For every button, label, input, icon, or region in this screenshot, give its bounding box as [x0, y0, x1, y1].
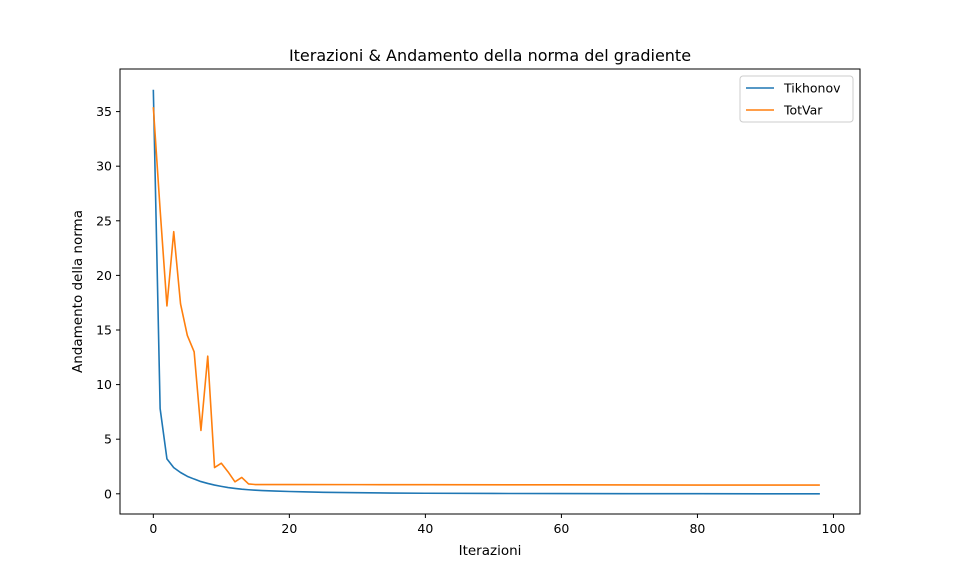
y-tick-label: 30	[96, 159, 112, 174]
y-tick-label: 35	[96, 104, 112, 119]
x-tick-label: 40	[417, 521, 433, 536]
chart-title: Iterazioni & Andamento della norma del g…	[289, 46, 691, 65]
x-axis-label: Iterazioni	[459, 543, 522, 559]
series-line-tikhonov	[152, 89, 820, 495]
legend-label: TotVar	[783, 103, 823, 118]
x-tick-label: 0	[149, 521, 157, 536]
y-tick-label: 20	[96, 268, 112, 283]
y-axis: 0 5 10 15 20 25 30 35	[96, 104, 120, 501]
y-tick-label: 5	[104, 432, 112, 447]
x-tick-label: 60	[553, 521, 569, 536]
x-tick-label: 100	[822, 521, 846, 536]
legend: Tikhonov TotVar	[739, 75, 854, 123]
series-line-totvar	[152, 107, 820, 486]
x-tick-label: 20	[281, 521, 297, 536]
x-axis: 0 20 40 60 80 100	[149, 514, 845, 536]
y-tick-label: 15	[96, 322, 112, 337]
y-tick-label: 10	[96, 377, 112, 392]
y-axis-label: Andamento della norma	[70, 210, 86, 373]
plot-area	[119, 68, 861, 515]
x-tick-label: 80	[689, 521, 705, 536]
legend-label: Tikhonov	[783, 81, 841, 96]
y-tick-label: 0	[104, 486, 112, 501]
y-tick-label: 25	[96, 213, 112, 228]
series-layer	[152, 89, 820, 495]
